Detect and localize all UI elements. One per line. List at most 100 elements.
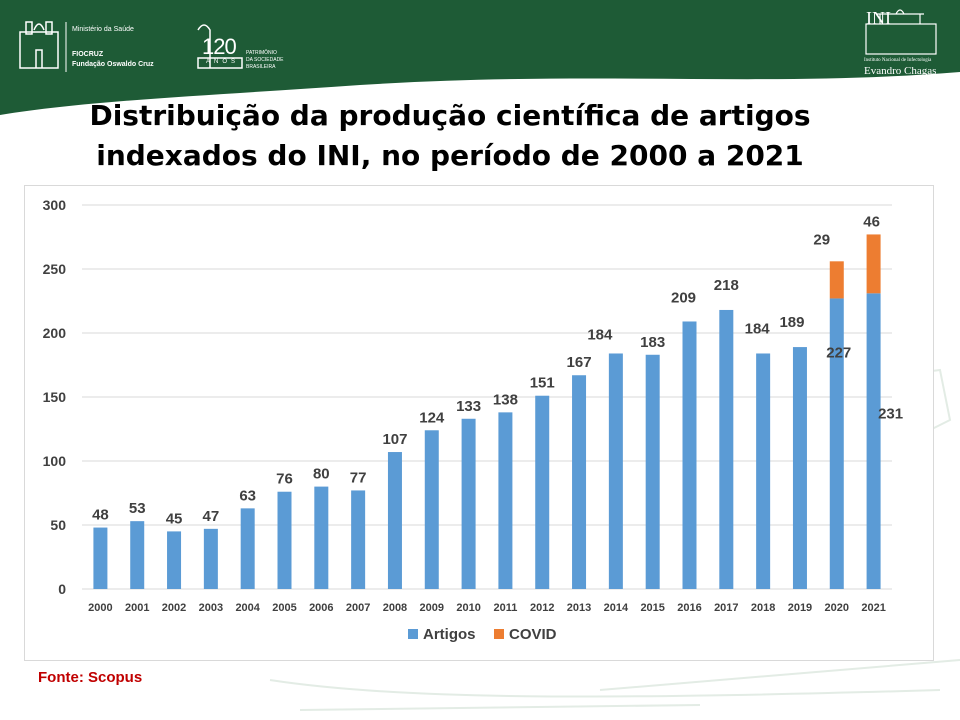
bar-artigos (167, 531, 182, 589)
bar-artigos (277, 491, 292, 589)
heritage-line-2: DA SOCIEDADE (246, 57, 284, 63)
x-tick-label: 2017 (714, 602, 738, 614)
fiocruz-castle-icon (19, 21, 59, 69)
artigos-data-label: 45 (166, 510, 183, 527)
x-tick-label: 2007 (346, 602, 370, 614)
y-tick-label: 300 (43, 197, 67, 213)
legend-label: Artigos (423, 626, 476, 643)
bar-chart: 0 50 100 150 200 250 300 48 2000 53 2001 45 2002 47 20… (43, 197, 903, 643)
covid-data-label: 46 (863, 213, 880, 230)
x-tick-label: 2001 (125, 602, 149, 614)
title-line-2: indexados do INI, no período de 2000 a 2… (96, 139, 804, 172)
artigos-data-label: 227 (826, 344, 851, 361)
x-tick-label: 2011 (493, 602, 517, 614)
ini-acronym: INI (866, 8, 891, 28)
artigos-data-label: 184 (745, 320, 771, 337)
legend-swatch (408, 629, 418, 639)
x-tick-label: 2000 (88, 602, 112, 614)
heritage-line-3: BRASILEIRA (246, 64, 276, 70)
legend-swatch (494, 629, 504, 639)
artigos-data-label: 124 (419, 409, 445, 426)
x-tick-label: 2004 (235, 602, 260, 614)
artigos-data-label: 77 (350, 469, 367, 486)
fiocruz-label: FIOCRUZ (72, 51, 104, 58)
bar-artigos (203, 528, 218, 589)
bar-artigos (572, 375, 587, 589)
artigos-data-label: 53 (129, 500, 146, 517)
anniversary-word: ANOS (206, 59, 240, 65)
x-tick-label: 2002 (162, 602, 186, 614)
y-tick-label: 200 (43, 325, 67, 341)
bar-covid (866, 234, 881, 294)
bar-artigos (608, 353, 623, 589)
source-note: Fonte: Scopus (38, 669, 143, 686)
artigos-data-label: 209 (671, 289, 696, 306)
ini-name: Evandro Chagas (864, 65, 937, 77)
x-tick-label: 2003 (199, 602, 223, 614)
artigos-data-label: 167 (567, 354, 592, 371)
artigos-data-label: 218 (714, 277, 739, 294)
x-tick-label: 2013 (567, 602, 591, 614)
bar-artigos (682, 321, 697, 589)
y-tick-label: 150 (43, 389, 67, 405)
artigos-data-label: 107 (382, 431, 407, 448)
bar-covid (829, 261, 844, 299)
ini-building-icon (865, 9, 937, 55)
fiocruz-fullname: Fundação Oswaldo Cruz (72, 61, 154, 68)
anniversary-number: 120 (202, 34, 237, 59)
x-tick-label: 2010 (456, 602, 480, 614)
y-tick-label: 100 (43, 453, 67, 469)
x-tick-label: 2015 (640, 602, 664, 614)
artigos-data-label: 133 (456, 398, 481, 415)
artigos-data-label: 80 (313, 466, 330, 483)
bar-artigos (829, 298, 844, 589)
x-tick-label: 2016 (677, 602, 701, 614)
x-tick-label: 2005 (272, 602, 296, 614)
bar-artigos (535, 395, 550, 589)
title-line-1: Distribuição da produção científica de a… (89, 99, 811, 132)
artigos-data-label: 63 (239, 487, 256, 504)
bar-artigos (719, 309, 734, 589)
x-tick-label: 2008 (383, 602, 407, 614)
x-tick-label: 2020 (825, 602, 849, 614)
header-band-shape (0, 0, 960, 115)
bar-artigos (240, 508, 255, 589)
anniversary-logo-icon (197, 24, 243, 69)
x-tick-label: 2006 (309, 602, 333, 614)
x-tick-label: 2021 (861, 602, 885, 614)
bar-artigos (756, 353, 771, 589)
y-tick-label: 50 (50, 517, 66, 533)
legend-label: COVID (509, 626, 557, 643)
bar-artigos (498, 412, 513, 589)
slide-title: Distribuição da produção científica de a… (40, 96, 860, 176)
x-tick-label: 2009 (420, 602, 444, 614)
artigos-data-label: 151 (530, 375, 555, 392)
x-tick-label: 2014 (604, 602, 629, 614)
bar-artigos (314, 486, 329, 589)
y-tick-label: 0 (58, 581, 66, 597)
artigos-data-label: 231 (878, 405, 903, 422)
artigos-data-label: 184 (587, 326, 613, 343)
bar-artigos (792, 347, 807, 589)
y-tick-label: 250 (43, 261, 67, 277)
artigos-data-label: 76 (276, 471, 293, 488)
bar-artigos (93, 527, 108, 589)
bar-artigos (645, 354, 660, 589)
artigos-data-label: 47 (203, 508, 220, 525)
bar-artigos (351, 490, 366, 589)
bar-artigos (424, 430, 439, 589)
artigos-data-label: 183 (640, 334, 665, 351)
x-tick-label: 2019 (788, 602, 812, 614)
artigos-data-label: 48 (92, 507, 109, 524)
x-tick-label: 2012 (530, 602, 554, 614)
covid-data-label: 29 (813, 231, 830, 248)
ministry-label: Ministério da Saúde (72, 26, 134, 33)
bar-artigos (461, 418, 476, 589)
artigos-data-label: 138 (493, 391, 518, 408)
x-tick-label: 2018 (751, 602, 775, 614)
ini-subtitle: Instituto Nacional de Infectologia (864, 58, 932, 63)
bar-artigos (130, 521, 145, 589)
chart-frame: 0 50 100 150 200 250 300 48 2000 53 2001 45 2002 47 20… (24, 185, 934, 661)
artigos-data-label: 189 (779, 314, 804, 331)
